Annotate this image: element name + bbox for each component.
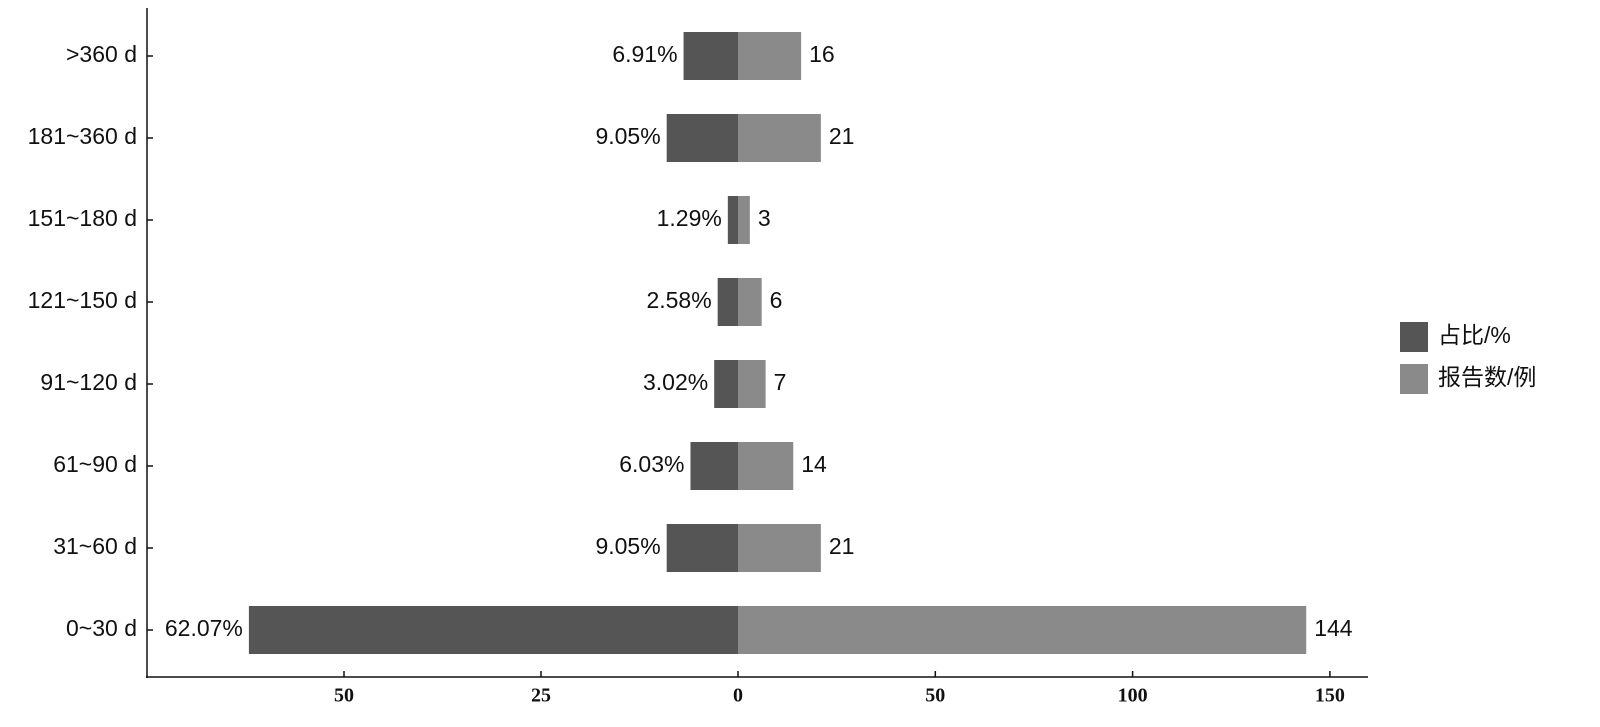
bar [717,278,738,326]
y-tick-label: 61~90 d [53,451,137,477]
x-tick-label: 100 [1118,685,1148,707]
legend-swatch [1400,364,1428,394]
value-label: 6.03% [619,451,684,477]
value-label: 1.29% [657,205,722,231]
x-tick-label: 150 [1315,685,1345,707]
value-label: 21 [829,533,855,559]
y-tick-label: >360 d [66,41,137,67]
y-tick-label: 151~180 d [28,205,137,231]
value-label: 3.02% [643,369,708,395]
value-label: 3 [758,205,771,231]
bar [738,360,766,408]
x-tick-label: 0 [733,685,743,707]
value-label: 14 [801,451,827,477]
bar [727,196,738,244]
bar [738,524,821,572]
value-label: 7 [774,369,787,395]
bar [690,442,738,490]
bar [683,32,738,80]
bar [738,114,821,162]
x-tick-label: 50 [925,685,945,707]
value-label: 6.91% [612,41,677,67]
value-label: 6 [770,287,783,313]
bar [248,606,738,654]
y-tick-label: 121~150 d [28,287,137,313]
bar [666,524,738,572]
legend-swatch [1400,322,1428,352]
value-label: 144 [1314,615,1353,641]
bar [738,442,794,490]
value-label: 16 [809,41,835,67]
bar [738,606,1307,654]
bar [714,360,738,408]
value-label: 9.05% [595,123,660,149]
value-label: 9.05% [595,533,660,559]
y-tick-label: 181~360 d [28,123,137,149]
legend-label: 占比/% [1438,322,1511,348]
y-tick-label: 0~30 d [66,615,137,641]
x-tick-label: 25 [531,685,551,707]
value-label: 2.58% [646,287,711,313]
y-tick-label: 91~120 d [40,369,137,395]
bar [738,196,750,244]
x-tick-label: 50 [334,685,354,707]
y-tick-label: 31~60 d [53,533,137,559]
legend-label: 报告数/例 [1438,364,1536,390]
value-label: 21 [829,123,855,149]
value-label: 62.07% [165,615,243,641]
bar [666,114,738,162]
bar [738,278,762,326]
bar [738,32,802,80]
